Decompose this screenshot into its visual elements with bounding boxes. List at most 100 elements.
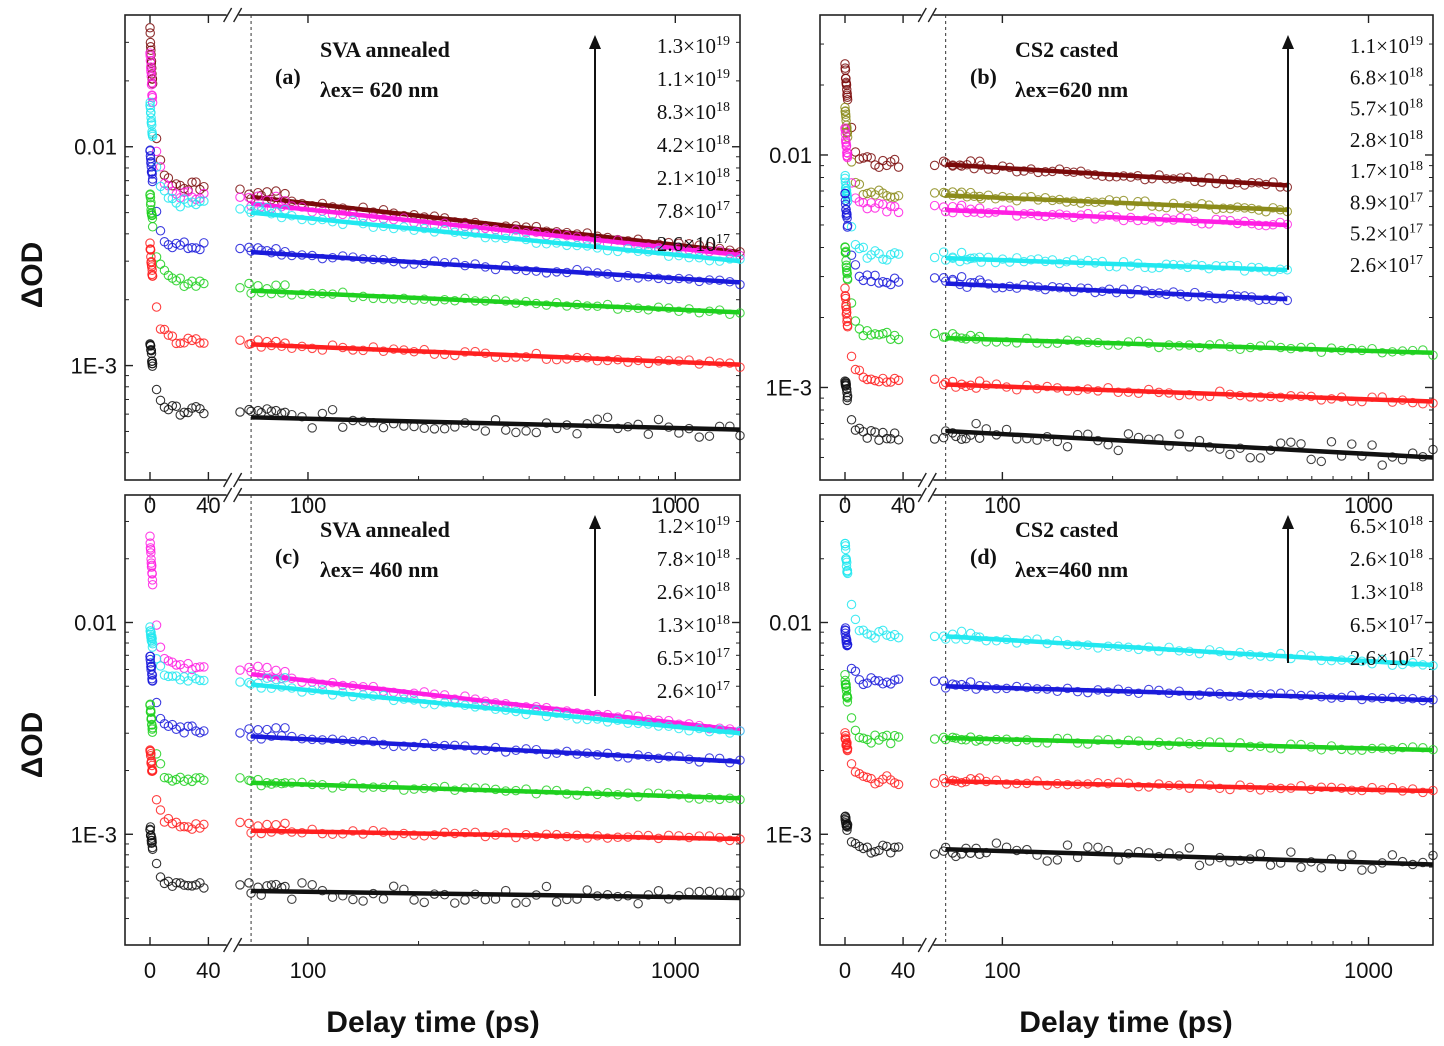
data-point (874, 198, 884, 209)
data-point (938, 156, 949, 167)
data-point (146, 632, 156, 642)
data-point (862, 629, 872, 639)
axis-break-mark (223, 937, 233, 953)
data-point (199, 883, 209, 893)
data-point (1367, 440, 1377, 450)
data-point (878, 679, 888, 689)
data-point (147, 723, 158, 733)
axis-break-mark (233, 7, 243, 23)
data-point (145, 538, 155, 548)
legend-label: 4.2×1018 (657, 133, 730, 157)
data-point (840, 106, 851, 116)
data-point (175, 338, 185, 349)
data-point (159, 185, 170, 196)
data-point (195, 338, 205, 348)
data-point (145, 192, 156, 203)
data-point (409, 895, 419, 905)
data-point (841, 262, 852, 273)
data-point (961, 433, 971, 444)
data-point (145, 245, 156, 255)
data-point (878, 328, 888, 339)
data-point (841, 246, 851, 257)
data-point (846, 222, 857, 232)
data-point (653, 886, 664, 896)
data-point (147, 669, 157, 680)
data-point (1265, 860, 1276, 870)
y-tick-label: 0.01 (769, 143, 812, 168)
data-point (840, 541, 851, 551)
data-point (858, 733, 869, 743)
data-point (146, 113, 156, 123)
data-point (199, 775, 209, 786)
legend-label: 2.6×1017 (657, 232, 730, 256)
y-tick-label: 0.01 (74, 135, 117, 160)
legend-label: 6.5×1017 (1350, 613, 1423, 637)
data-point (1357, 865, 1367, 875)
data-point (840, 102, 850, 113)
data-point (929, 160, 940, 171)
data-point (151, 302, 162, 312)
data-point (147, 174, 158, 184)
y-tick-label: 0.01 (769, 610, 812, 635)
data-point (938, 247, 949, 257)
x-tick-label: 40 (891, 958, 915, 983)
y-axis-title-top: ΔOD (16, 242, 49, 309)
data-point (1052, 855, 1063, 865)
data-point (145, 55, 156, 66)
series-111019 (840, 59, 1293, 192)
series-131018 (840, 669, 1438, 755)
data-point (199, 819, 209, 830)
data-point (874, 435, 884, 445)
data-point (846, 759, 857, 769)
data-point (893, 435, 904, 445)
data-point (929, 434, 940, 444)
x-axis-title-left: Delay time (ps) (326, 1006, 539, 1039)
data-point (147, 670, 158, 680)
data-point (842, 316, 852, 327)
data-point (167, 818, 178, 829)
data-point (842, 391, 853, 401)
fit-line (945, 778, 1434, 794)
data-point (280, 188, 290, 199)
legend-label: 2.6×1017 (1350, 253, 1423, 277)
data-point (244, 818, 254, 829)
data-point (643, 429, 654, 439)
data-point (348, 894, 358, 905)
data-point (893, 632, 904, 643)
data-point (147, 837, 157, 848)
data-point (145, 51, 155, 61)
data-point (951, 851, 961, 862)
data-point (155, 324, 166, 334)
data-point (145, 544, 156, 555)
data-point (882, 377, 892, 387)
data-point (929, 849, 940, 859)
axis-break-mark (927, 937, 937, 953)
series-521017 (840, 283, 1438, 409)
data-point (195, 675, 205, 686)
data-point (163, 330, 174, 340)
data-point (842, 568, 853, 579)
data-point (151, 858, 162, 869)
panel-title-line1: SVA annealed (320, 37, 450, 62)
data-point (307, 880, 317, 890)
data-point (171, 660, 182, 670)
data-point (147, 766, 158, 776)
legend-label: 6.8×1018 (1350, 65, 1423, 89)
y-tick-label: 1E-3 (71, 822, 117, 847)
y-tick-label: 1E-3 (71, 354, 117, 379)
data-point (146, 348, 157, 359)
axis-break-mark (233, 487, 243, 503)
data-point (199, 181, 209, 192)
data-point (147, 210, 157, 221)
axis-break-mask (921, 476, 934, 484)
legend-label: 7.8×1017 (657, 199, 730, 223)
data-point (854, 243, 865, 254)
data-point (842, 213, 852, 223)
data-point (159, 772, 170, 783)
data-point (893, 207, 904, 218)
data-point (145, 48, 155, 58)
legend-label: 2.6×1018 (657, 580, 730, 604)
data-point (155, 661, 166, 671)
fit-line (945, 335, 1434, 356)
